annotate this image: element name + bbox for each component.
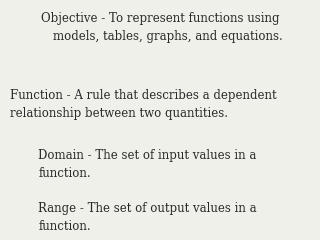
Text: Range - The set of output values in a
function.: Range - The set of output values in a fu… [38,202,257,233]
Text: Domain - The set of input values in a
function.: Domain - The set of input values in a fu… [38,149,257,180]
Text: Objective - To represent functions using
    models, tables, graphs, and equatio: Objective - To represent functions using… [38,12,282,43]
Text: Function - A rule that describes a dependent
relationship between two quantities: Function - A rule that describes a depen… [10,89,276,120]
